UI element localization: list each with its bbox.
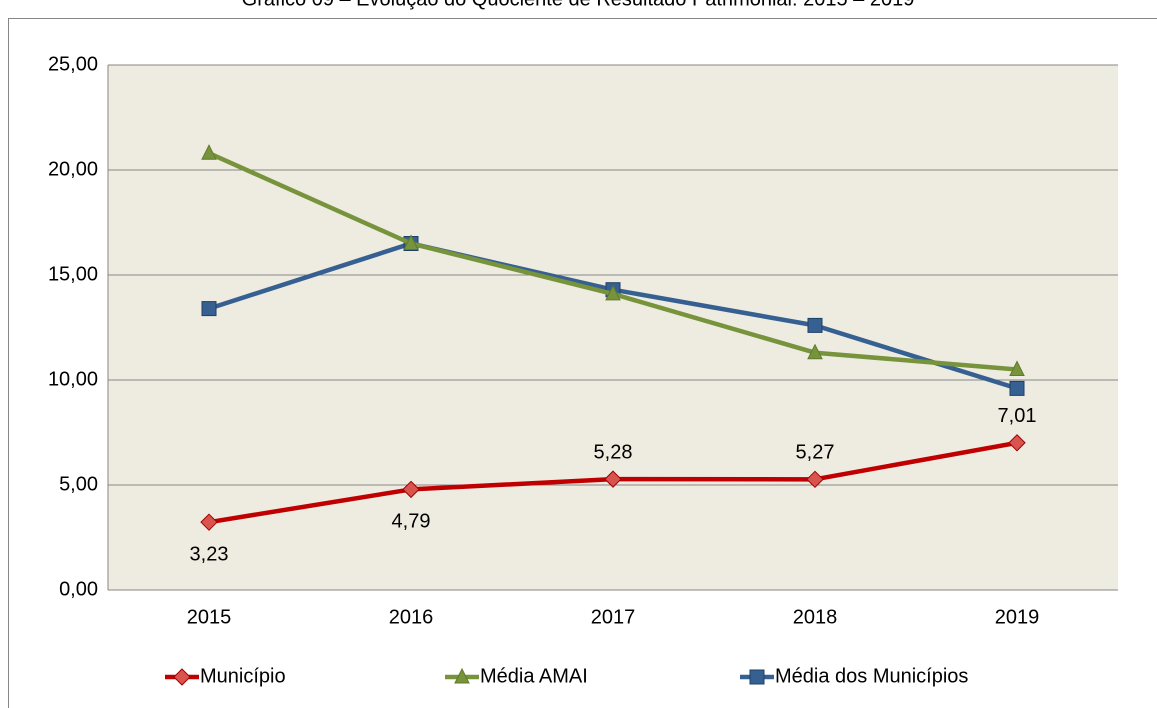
marker xyxy=(605,284,621,301)
y-tick-label: 0,00 xyxy=(59,578,98,600)
x-tick-label: 2015 xyxy=(187,606,232,628)
data-label: 3,23 xyxy=(190,543,229,565)
marker xyxy=(806,470,824,489)
x-tick-label: 2018 xyxy=(793,606,838,628)
marker xyxy=(200,513,218,531)
marker xyxy=(201,144,217,160)
legend-label: Média dos Municípios xyxy=(775,665,968,687)
data-label: 5,27 xyxy=(796,442,835,464)
chart-title: Gráfico 09 – Evolução do Quociente de Re… xyxy=(242,0,915,10)
chart-frame xyxy=(8,18,1157,708)
plot-area xyxy=(108,65,1118,590)
legend-label: Média AMAI xyxy=(480,665,588,687)
marker xyxy=(402,480,420,499)
x-tick-label: 2019 xyxy=(995,606,1040,628)
y-tick-label: 20,00 xyxy=(48,158,98,180)
marker xyxy=(1009,380,1025,396)
marker xyxy=(1009,360,1025,376)
marker xyxy=(201,301,217,317)
data-label: 5,28 xyxy=(594,441,633,463)
marker xyxy=(807,343,823,360)
x-tick-label: 2017 xyxy=(591,606,636,628)
y-tick-label: 10,00 xyxy=(48,368,98,390)
legend-marker xyxy=(173,668,191,686)
marker xyxy=(1008,434,1026,452)
data-label: 7,01 xyxy=(998,405,1037,427)
legend-marker xyxy=(454,667,470,684)
marker xyxy=(807,317,823,333)
y-tick-label: 5,00 xyxy=(59,473,98,495)
marker xyxy=(604,470,622,488)
marker xyxy=(403,234,419,250)
legend-label: Município xyxy=(200,665,286,687)
y-tick-label: 25,00 xyxy=(48,53,98,75)
data-label: 4,79 xyxy=(392,511,431,533)
x-tick-label: 2016 xyxy=(389,606,434,628)
y-tick-label: 15,00 xyxy=(48,263,98,285)
legend-marker xyxy=(749,669,765,685)
